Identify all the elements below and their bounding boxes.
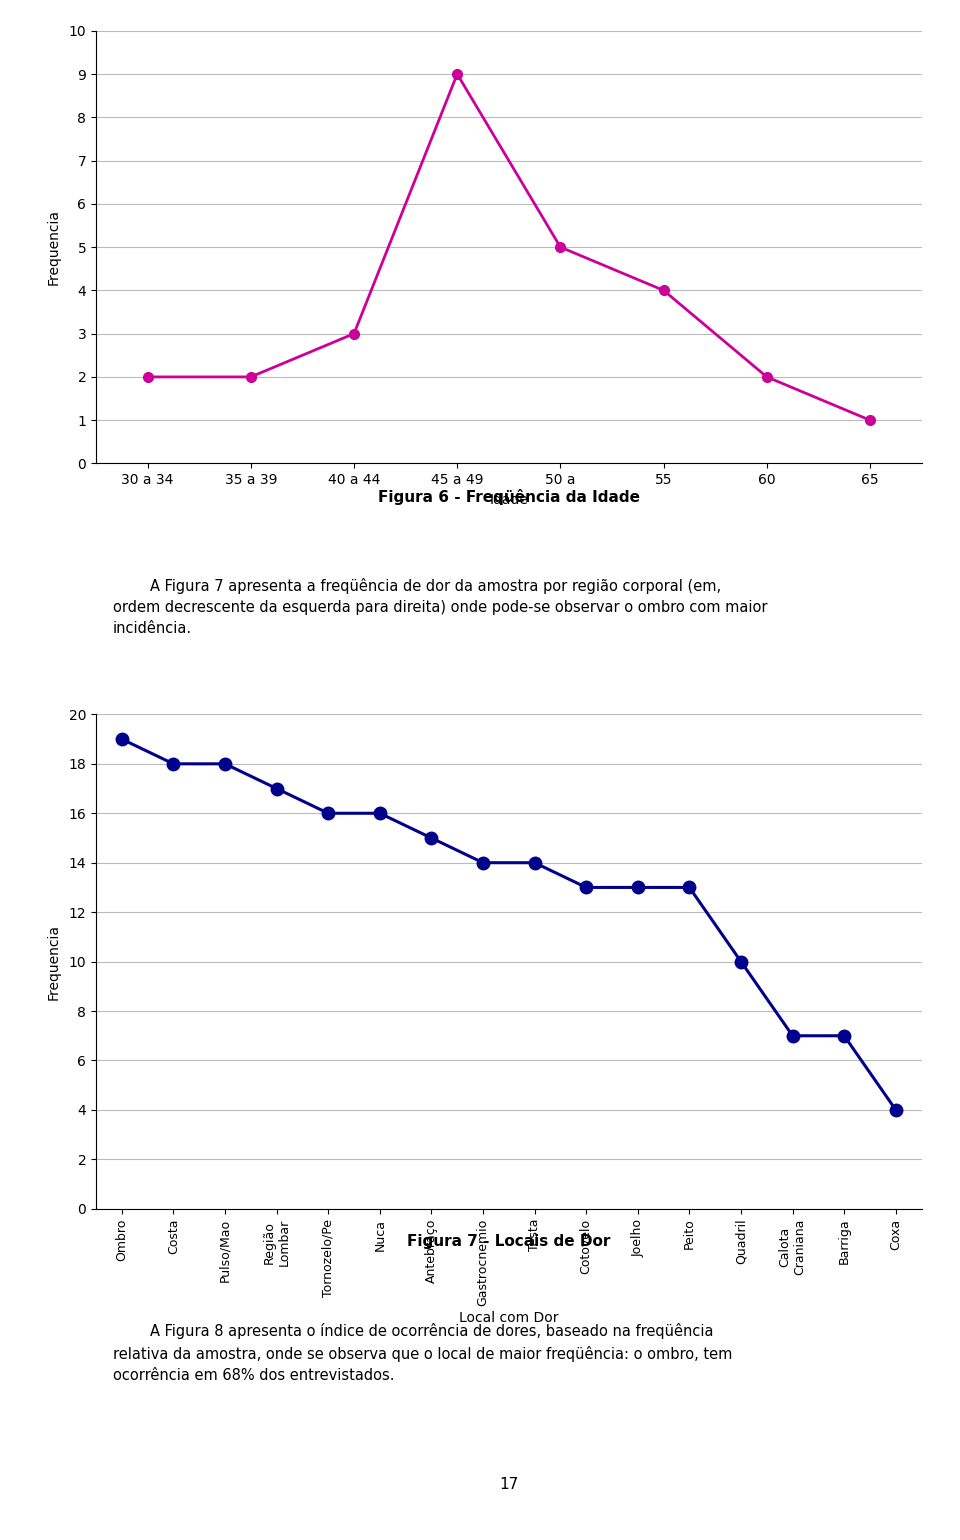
Text: A Figura 7 apresenta a freqüência de dor da amostra por região corporal (em,
ord: A Figura 7 apresenta a freqüência de dor…	[112, 578, 767, 636]
Text: A Figura 8 apresenta o índice de ocorrência de dores, baseado na freqüência
rela: A Figura 8 apresenta o índice de ocorrên…	[112, 1323, 732, 1383]
Text: Figura 6 - Freqüência da Idade: Figura 6 - Freqüência da Idade	[378, 488, 639, 505]
X-axis label: Idade: Idade	[490, 493, 528, 507]
Y-axis label: Frequencia: Frequencia	[46, 924, 60, 999]
Text: Figura 7 - Locais de Dor: Figura 7 - Locais de Dor	[407, 1234, 611, 1249]
X-axis label: Local com Dor: Local com Dor	[459, 1312, 559, 1326]
Text: 17: 17	[499, 1477, 518, 1492]
Y-axis label: Frequencia: Frequencia	[46, 209, 60, 285]
